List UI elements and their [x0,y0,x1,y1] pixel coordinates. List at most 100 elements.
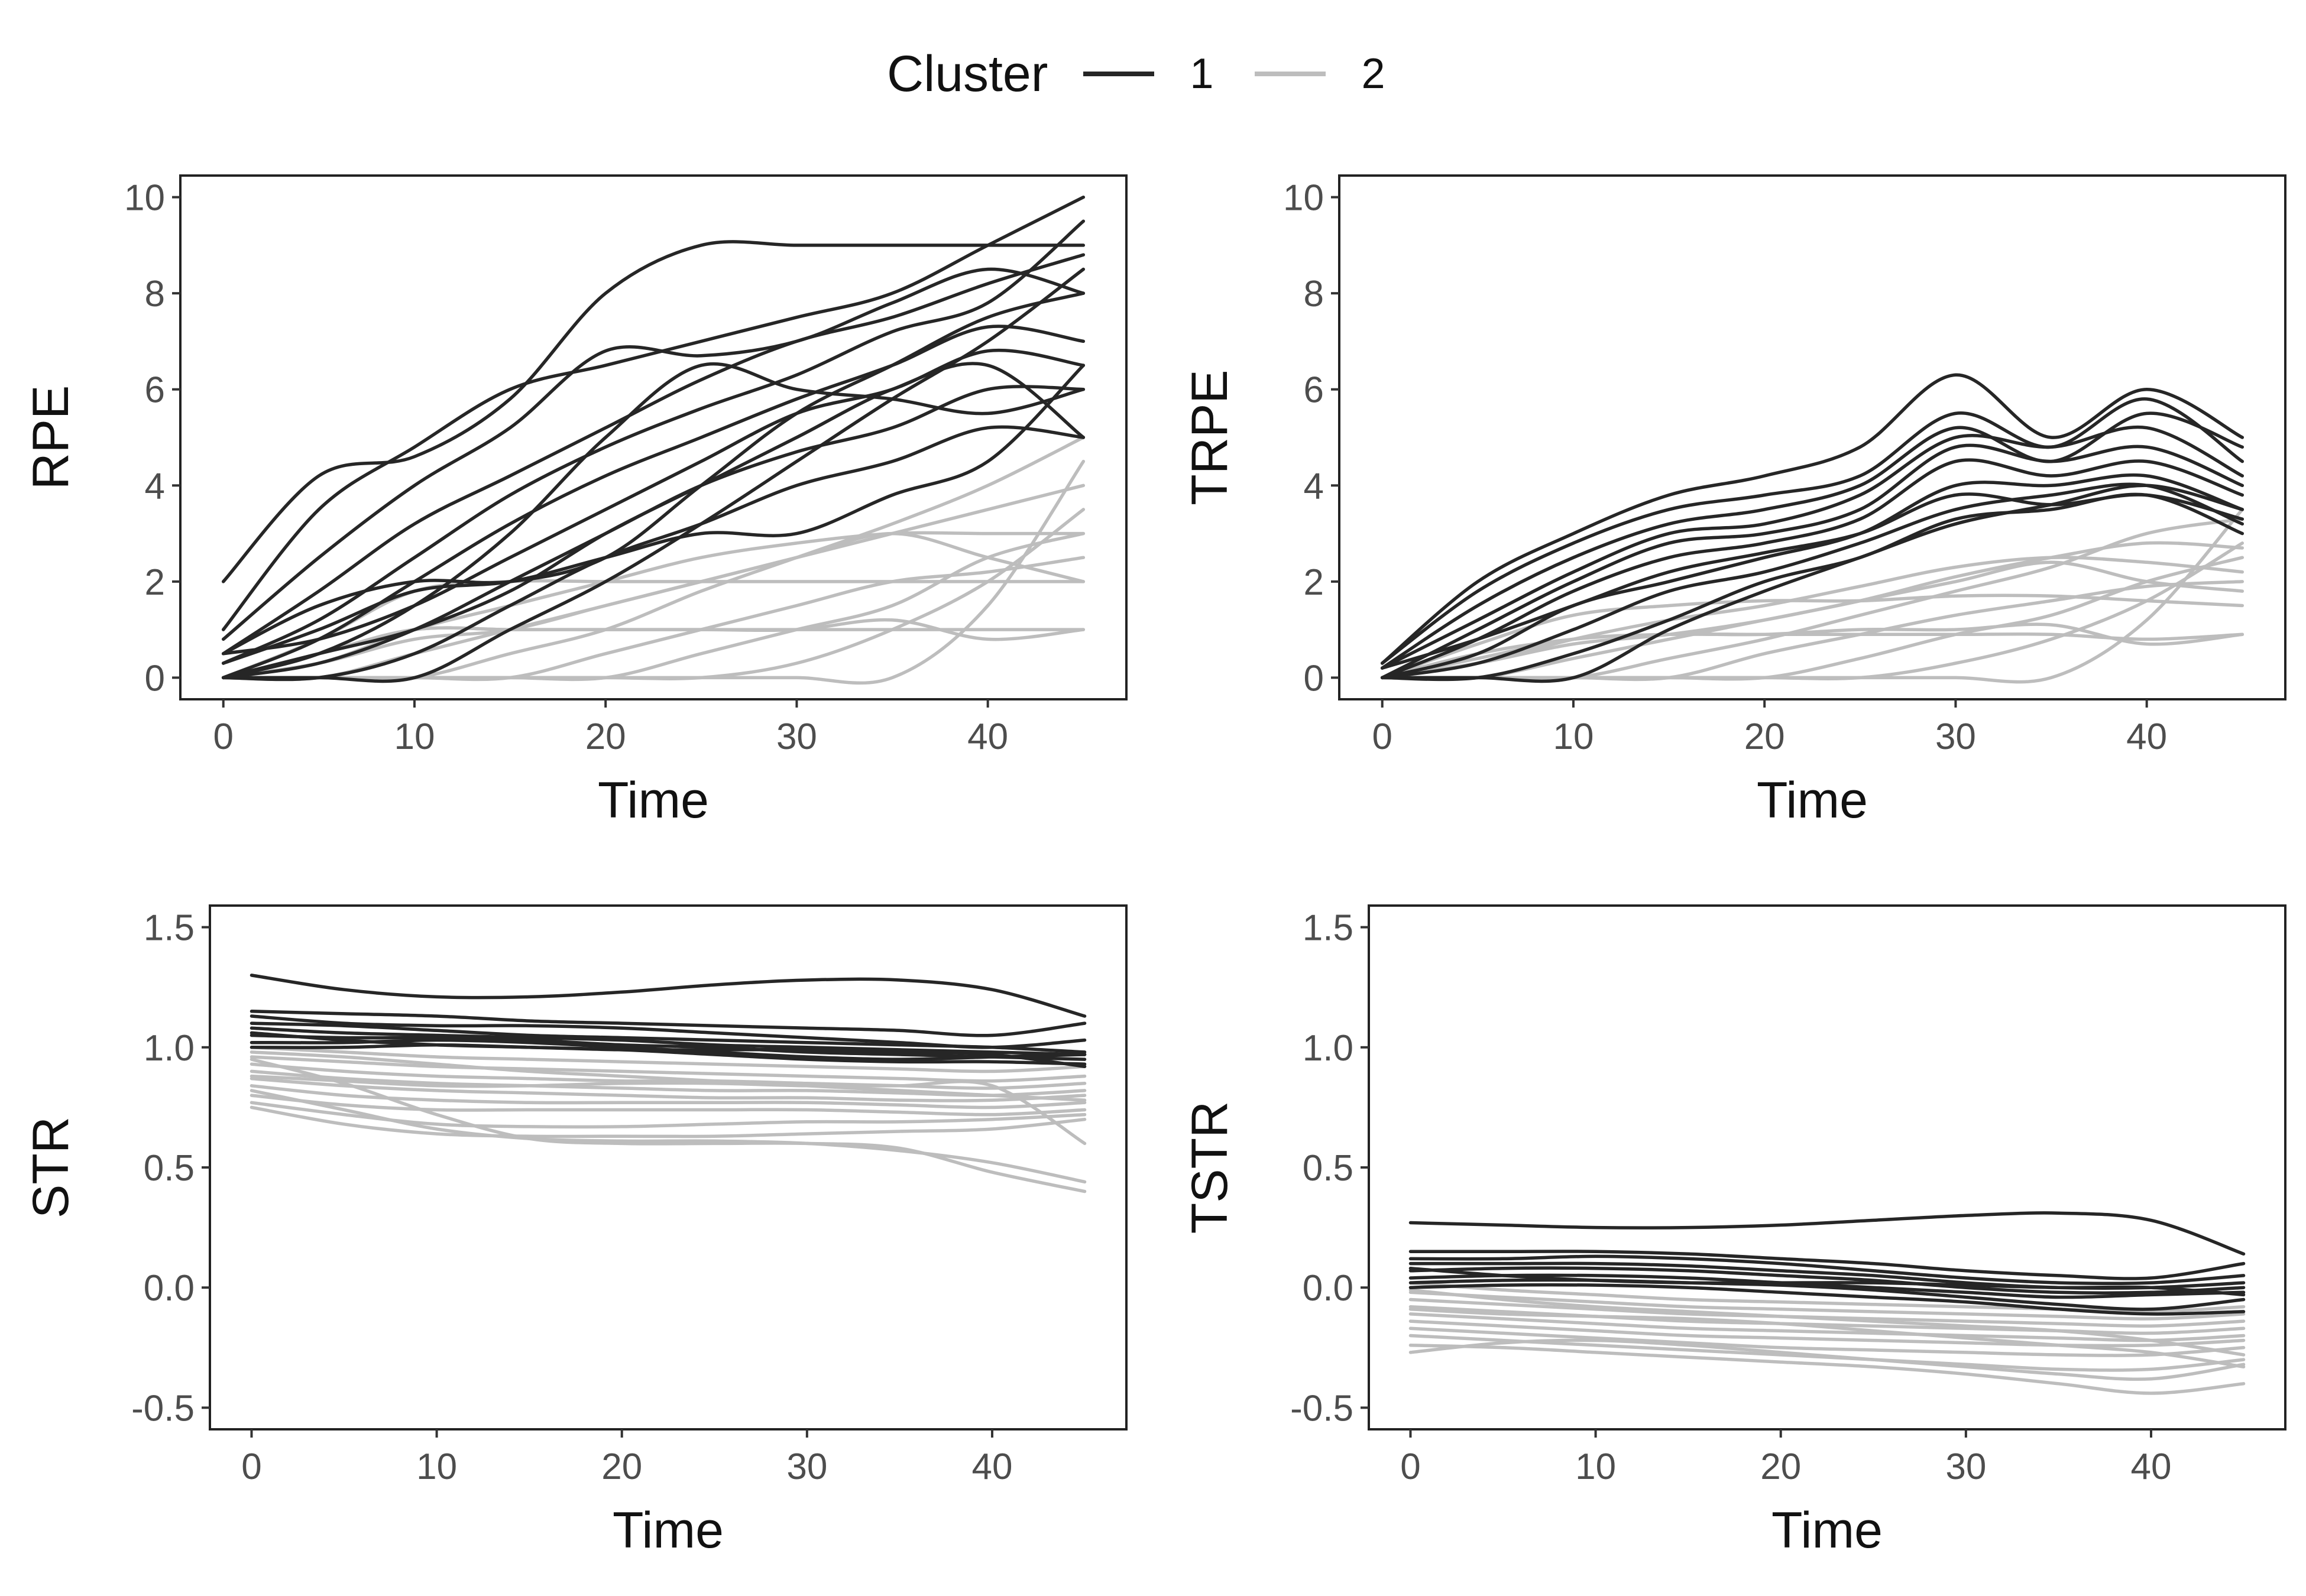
series-line-cluster-2-13 [1408,1312,2246,1342]
series-line-cluster-1-7 [1408,1283,2246,1316]
plot-background [210,906,1126,1429]
y-tick-label: 0.5 [144,1148,195,1189]
series-line-cluster-2-11 [250,1062,1087,1090]
x-axis-title: Time [1757,772,1868,829]
legend: Cluster 1 2 [887,35,1427,112]
series-line-cluster-1-3 [250,1021,1087,1054]
series-line-cluster-2-11 [1380,632,2245,680]
panel-str: -0.5 0.0 0.5 1.0 1.5 0 10 20 30 40 Time STR [22,904,1128,1559]
x-tick-label: 30 [1945,1446,1986,1487]
legend-swatch-cluster-2 [1255,72,1326,76]
series-line-cluster-1-0 [1380,373,2245,665]
x-tick-label: 30 [776,716,817,757]
legend-title: Cluster [887,45,1048,102]
series-line-cluster-2-21 [1380,508,2245,684]
x-tick-label: 20 [601,1446,642,1487]
y-axis-title: TSTR [1181,1101,1238,1234]
series-line-cluster-1-9 [221,364,1086,665]
series-lines [221,195,1086,685]
series-line-cluster-2-17 [1408,1344,2246,1395]
series-line-cluster-1-8 [1408,1266,2246,1297]
series-line-cluster-1-6 [1380,473,2245,680]
series-line-cluster-1-5 [250,1033,1087,1061]
y-tick-label: 2 [1304,562,1324,603]
series-line-cluster-1-4 [250,1026,1087,1056]
y-tick-label: 6 [145,370,165,411]
y-tick-label: -0.5 [1290,1388,1353,1429]
series-line-cluster-1-1 [1380,397,2245,665]
series-line-cluster-1-7 [250,1043,1087,1066]
series-line-cluster-1-3 [1380,425,2245,670]
y-tick-label: 8 [145,274,165,314]
series-lines [1408,1211,2246,1395]
series-line-cluster-1-7 [1380,482,2245,680]
series-line-cluster-2-14 [1408,1319,2246,1348]
series-line-cluster-1-6 [1408,1278,2246,1311]
panel-tstr: -0.5 0.0 0.5 1.0 1.5 0 10 20 30 40 Time TSTR [1181,904,2286,1559]
series-line-cluster-1-11 [221,291,1086,656]
x-tick-label: 0 [1372,716,1392,757]
y-tick-label: 2 [145,562,165,603]
y-tick-label: 10 [1283,178,1324,219]
series-line-cluster-2-18 [250,1089,1087,1184]
series-line-cluster-1-0 [221,240,1086,583]
legend-label-cluster-2: 2 [1361,50,1385,98]
series-line-cluster-2-17 [250,1105,1087,1138]
series-line-cluster-1-10 [1380,492,2245,670]
x-tick-label: 20 [1744,716,1785,757]
y-axis-title: RPE [22,385,79,490]
x-tick-label: 40 [967,716,1008,757]
y-axis-title: STR [22,1117,79,1218]
legend-swatch-cluster-1 [1083,72,1155,76]
x-tick-label: 0 [1400,1446,1420,1487]
x-axis-title: Time [598,772,709,829]
y-tick-label: 0.5 [1303,1148,1353,1189]
series-line-cluster-2-22 [221,618,1086,680]
x-tick-label: 20 [585,716,626,757]
series-line-cluster-1-5 [1380,458,2245,680]
x-tick-label: 10 [394,716,435,757]
panel-rpe: 0 2 4 6 8 10 0 10 20 30 40 Time RPE [22,174,1128,829]
y-tick-label: 1.0 [1303,1028,1353,1069]
series-line-cluster-2-12 [250,1069,1087,1097]
series-line-cluster-2-18 [221,436,1086,682]
y-tick-label: 10 [124,178,165,219]
x-tick-label: 10 [416,1446,457,1487]
series-line-cluster-2-18 [1408,1338,2246,1381]
x-tick-label: 10 [1575,1446,1616,1487]
x-tick-label: 40 [2130,1446,2171,1487]
series-line-cluster-2-19 [250,1057,1087,1193]
y-axis-title: TRPE [1181,369,1238,505]
y-tick-label: 1.5 [144,908,195,949]
series-line-cluster-1-8 [250,1031,1087,1069]
plot-background [180,176,1126,699]
series-line-cluster-1-4 [1408,1266,2246,1295]
series-line-cluster-1-12 [221,267,1086,683]
x-tick-label: 20 [1760,1446,1801,1487]
series-line-cluster-1-1 [1408,1250,2246,1280]
series-line-cluster-2-20 [1380,560,2245,680]
y-tick-label: 0 [145,658,165,699]
series-line-cluster-1-0 [1408,1211,2246,1256]
x-tick-label: 30 [786,1446,827,1487]
series-line-cluster-2-15 [250,1094,1087,1117]
series-line-cluster-1-2 [1408,1254,2246,1286]
x-tick-label: 40 [2126,716,2167,757]
y-tick-label: 4 [145,466,165,507]
series-lines [250,974,1087,1193]
series-line-cluster-1-13 [221,362,1086,680]
y-tick-label: 4 [1304,466,1324,507]
panel-border [179,174,1128,700]
series-line-cluster-1-9 [1380,484,2245,683]
x-tick-label: 40 [971,1446,1012,1487]
legend-item-cluster-2: 2 [1255,50,1385,98]
series-line-cluster-1-5 [221,325,1086,680]
series-line-cluster-2-13 [250,1076,1087,1102]
x-tick-label: 10 [1553,716,1594,757]
x-axis-title: Time [613,1502,724,1559]
y-tick-label: 1.0 [144,1028,195,1069]
series-line-cluster-2-23 [221,531,1086,680]
series-line-cluster-1-1 [221,195,1086,631]
y-tick-label: 0 [1304,658,1324,699]
series-line-cluster-2-15 [1408,1326,2246,1357]
